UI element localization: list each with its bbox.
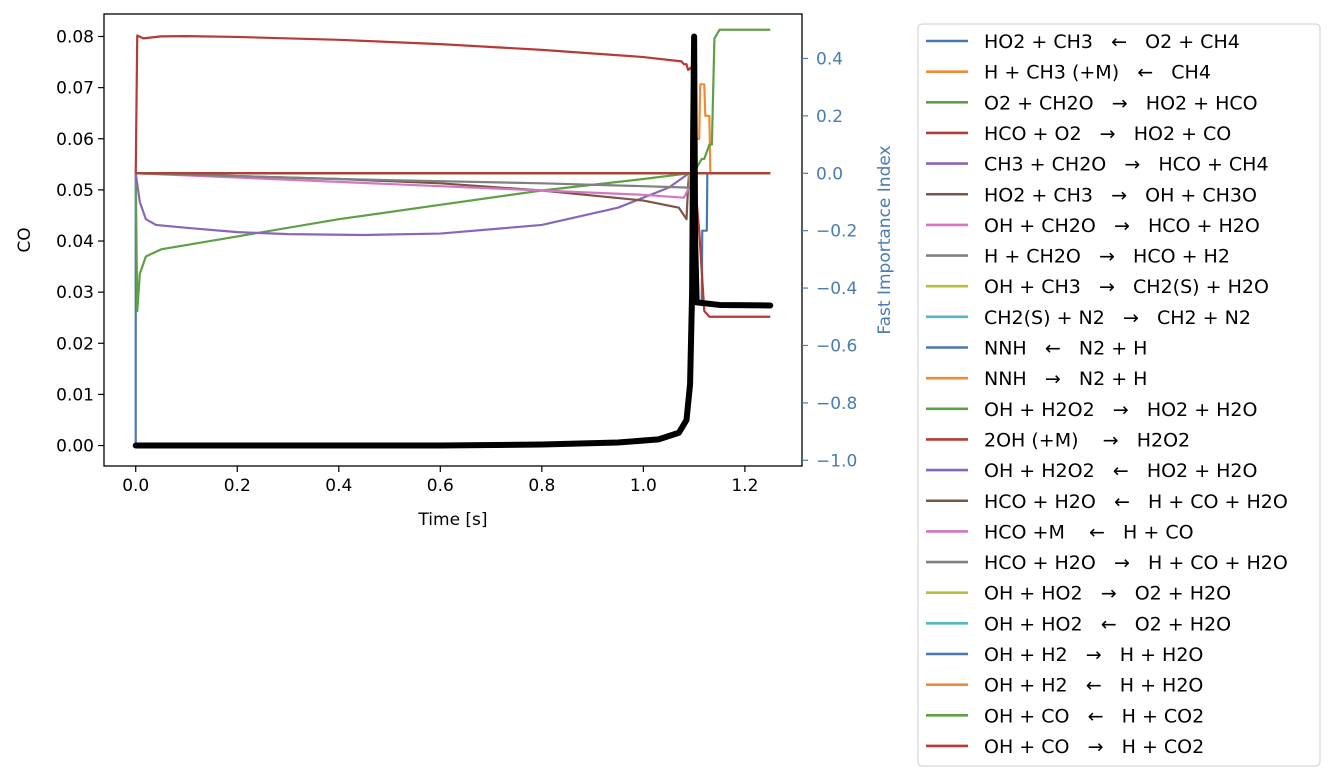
y-left-tick-label: 0.02 — [56, 334, 94, 354]
x-axis-title: Time [s] — [417, 510, 487, 530]
y-left-tick-label: 0.05 — [56, 181, 94, 201]
y-right-tick-label: −0.8 — [816, 394, 857, 414]
y-left-tick-label: 0.07 — [56, 79, 94, 99]
legend-label-13: OH + H2O2 → HO2 + H2O — [984, 399, 1257, 421]
legend-label-16: HCO + H2O ← H + CO + H2O — [984, 491, 1288, 513]
legend-label-17: HCO +M ← H + CO — [984, 521, 1194, 543]
legend: HO2 + CH3 ← O2 + CH4 H + CH3 (+M) ← CH4 O2… — [917, 23, 1321, 767]
legend-label-19: OH + HO2 → O2 + H2O — [984, 583, 1231, 605]
y-right-tick-label: −0.2 — [816, 222, 857, 242]
x-tick-label: 0.0 — [122, 476, 149, 496]
legend-label-3: O2 + CH2O → HO2 + HCO — [984, 92, 1258, 114]
y-right-tick-label: −0.4 — [816, 279, 857, 299]
y-right-tick-label: 0.4 — [816, 49, 843, 69]
co-series — [132, 33, 774, 449]
legend-label-1: HO2 + CH3 ← O2 + CH4 — [984, 31, 1240, 53]
y-right-axis: 0.4 0.2 0.0 −0.2 −0.4 −0.6 −0.8 −1.0 — [802, 49, 857, 471]
legend-label-5: CH3 + CH2O → HCO + CH4 — [984, 154, 1269, 176]
y-left-tick-label: 0.01 — [56, 385, 94, 405]
legend-label-9: OH + CH3 → CH2(S) + H2O — [984, 276, 1269, 298]
x-axis: 0.0 0.2 0.4 0.6 0.8 1.0 1.2 — [122, 466, 758, 496]
y-left-axis-title: CO — [15, 227, 35, 252]
y-right-tick-label: −1.0 — [816, 451, 857, 471]
x-tick-label: 0.2 — [224, 476, 251, 496]
y-right-tick-label: −0.6 — [816, 336, 857, 356]
legend-label-21: OH + H2 → H + H2O — [984, 644, 1203, 666]
y-right-axis-title: Fast Importance Index — [875, 145, 895, 334]
legend-items: HO2 + CH3 ← O2 + CH4 H + CH3 (+M) ← CH4 O2… — [926, 31, 1288, 758]
legend-label-10: CH2(S) + N2 → CH2 + N2 — [984, 307, 1251, 329]
y-left-tick-label: 0.04 — [56, 232, 94, 252]
series-line-3 — [134, 28, 771, 313]
legend-label-24: OH + CO → H + CO2 — [984, 736, 1204, 758]
legend-label-14: 2OH (+M) → H2O2 — [984, 429, 1190, 451]
series-line-5 — [134, 172, 771, 237]
legend-label-8: H + CH2O → HCO + H2 — [984, 246, 1230, 268]
y-left-tick-label: 0.06 — [56, 130, 94, 150]
x-tick-label: 1.2 — [731, 476, 758, 496]
legend-label-6: HO2 + CH3 → OH + CH3O — [984, 184, 1257, 206]
legend-label-2: H + CH3 (+M) ← CH4 — [984, 62, 1211, 84]
x-tick-label: 0.4 — [325, 476, 352, 496]
plot-frame — [103, 13, 803, 467]
legend-label-11: NNH ← N2 + H — [984, 338, 1147, 360]
legend-label-22: OH + H2 ← H + H2O — [984, 675, 1203, 697]
co-series-line — [132, 33, 774, 449]
y-left-tick-label: 0.03 — [56, 283, 94, 303]
plot-lines — [134, 28, 771, 446]
legend-box — [917, 23, 1321, 767]
legend-label-18: HCO + H2O → H + CO + H2O — [984, 552, 1288, 574]
y-left-axis: 0.00 0.01 0.02 0.03 0.04 0.05 0.06 0.07 0.08 — [56, 27, 104, 457]
legend-label-20: OH + HO2 ← O2 + H2O — [984, 613, 1231, 635]
y-right-tick-label: 0.2 — [816, 107, 843, 127]
legend-label-7: OH + CH2O → HCO + H2O — [984, 215, 1260, 237]
y-left-tick-label: 0.08 — [56, 27, 94, 47]
x-tick-label: 1.0 — [630, 476, 657, 496]
legend-label-4: HCO + O2 → HO2 + CO — [984, 123, 1231, 145]
legend-label-23: OH + CO ← H + CO2 — [984, 705, 1204, 727]
x-tick-label: 0.6 — [427, 476, 454, 496]
x-tick-label: 0.8 — [528, 476, 555, 496]
y-right-tick-label: 0.0 — [816, 164, 843, 184]
legend-label-12: NNH → N2 + H — [984, 368, 1147, 390]
y-left-tick-label: 0.00 — [56, 437, 94, 457]
legend-label-15: OH + H2O2 ← HO2 + H2O — [984, 460, 1257, 482]
